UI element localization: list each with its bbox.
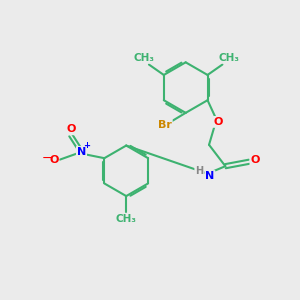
Text: Br: Br: [158, 120, 172, 130]
Text: H: H: [195, 166, 203, 176]
Text: CH₃: CH₃: [218, 53, 239, 63]
Text: CH₃: CH₃: [134, 53, 155, 63]
Text: O: O: [66, 124, 75, 134]
Text: O: O: [214, 117, 223, 127]
Text: O: O: [250, 155, 260, 165]
Text: +: +: [83, 141, 90, 150]
Text: O: O: [49, 155, 58, 165]
Text: −: −: [41, 152, 52, 165]
Text: N: N: [77, 147, 86, 157]
Text: N: N: [205, 171, 214, 181]
Text: CH₃: CH₃: [116, 214, 137, 224]
